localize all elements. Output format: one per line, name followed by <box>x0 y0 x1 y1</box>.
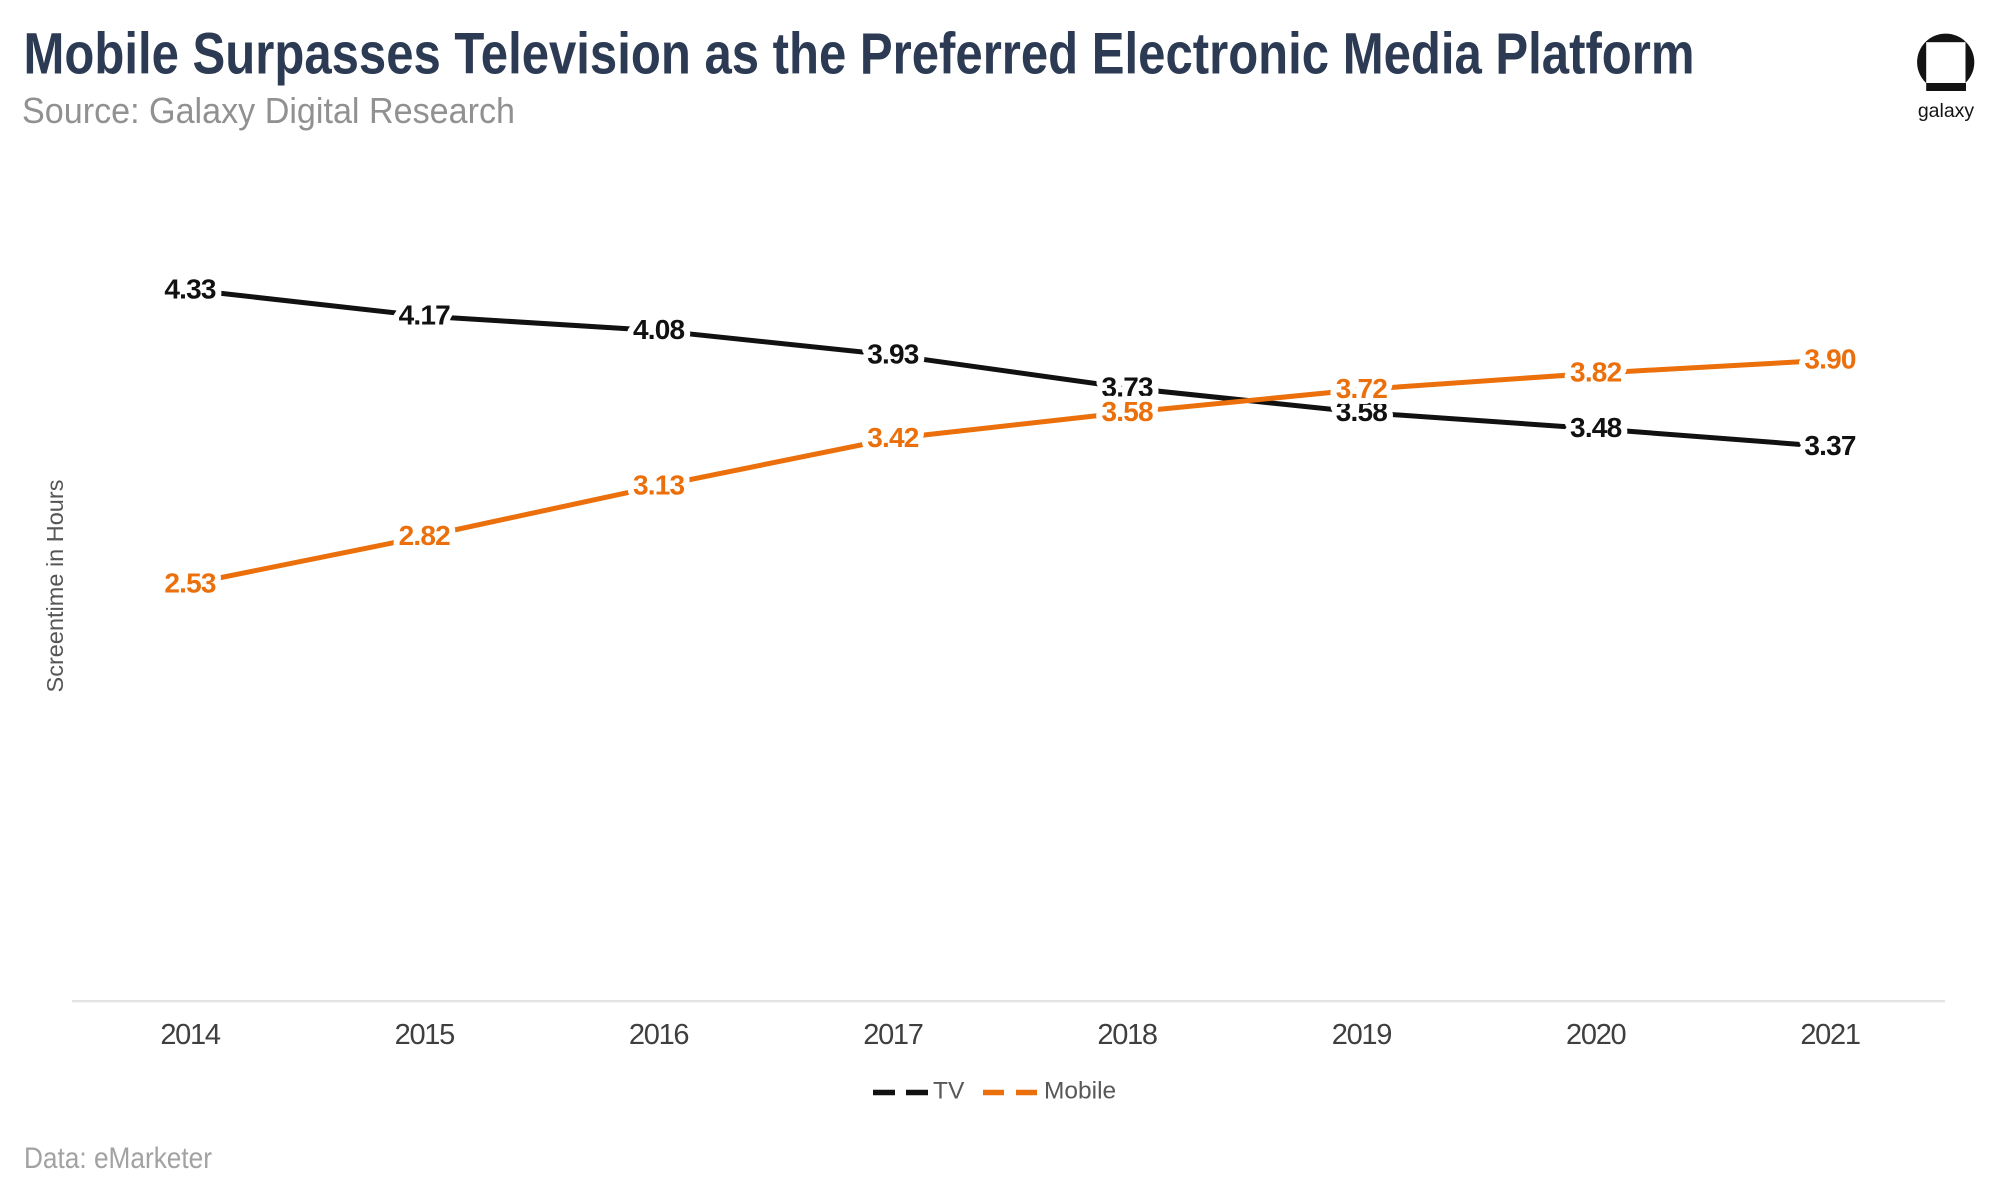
svg-text:galaxy: galaxy <box>1918 100 1975 122</box>
svg-text:3.37: 3.37 <box>1804 430 1856 461</box>
svg-text:2021: 2021 <box>1800 1019 1859 1051</box>
svg-text:3.13: 3.13 <box>633 469 685 500</box>
svg-text:4.33: 4.33 <box>164 273 216 304</box>
svg-text:2018: 2018 <box>1097 1019 1156 1051</box>
svg-text:3.48: 3.48 <box>1570 412 1622 443</box>
svg-text:TV: TV <box>933 1078 965 1105</box>
svg-text:2015: 2015 <box>395 1019 454 1051</box>
svg-text:3.73: 3.73 <box>1101 371 1153 402</box>
svg-text:4.17: 4.17 <box>399 300 451 331</box>
svg-text:3.90: 3.90 <box>1804 344 1856 375</box>
svg-text:3.72: 3.72 <box>1336 373 1388 404</box>
svg-text:Screentime in Hours: Screentime in Hours <box>42 480 68 693</box>
svg-text:2019: 2019 <box>1332 1019 1391 1051</box>
svg-text:2016: 2016 <box>629 1019 688 1051</box>
svg-text:3.93: 3.93 <box>867 339 919 370</box>
svg-text:2017: 2017 <box>863 1019 922 1051</box>
svg-text:3.82: 3.82 <box>1570 357 1622 388</box>
svg-text:2.53: 2.53 <box>164 567 216 598</box>
svg-text:3.58: 3.58 <box>1336 396 1388 427</box>
svg-text:Mobile Surpasses Television as: Mobile Surpasses Television as the Prefe… <box>24 21 1695 86</box>
svg-text:Data: eMarketer: Data: eMarketer <box>24 1142 212 1175</box>
svg-text:2014: 2014 <box>160 1019 220 1051</box>
svg-text:Source: Galaxy Digital Researc: Source: Galaxy Digital Research <box>22 90 515 131</box>
svg-text:3.58: 3.58 <box>1101 396 1153 427</box>
svg-text:2020: 2020 <box>1566 1019 1625 1051</box>
svg-text:4.08: 4.08 <box>633 314 685 345</box>
svg-text:2.82: 2.82 <box>399 520 451 551</box>
svg-text:Mobile: Mobile <box>1044 1078 1116 1105</box>
svg-text:3.42: 3.42 <box>867 422 919 453</box>
